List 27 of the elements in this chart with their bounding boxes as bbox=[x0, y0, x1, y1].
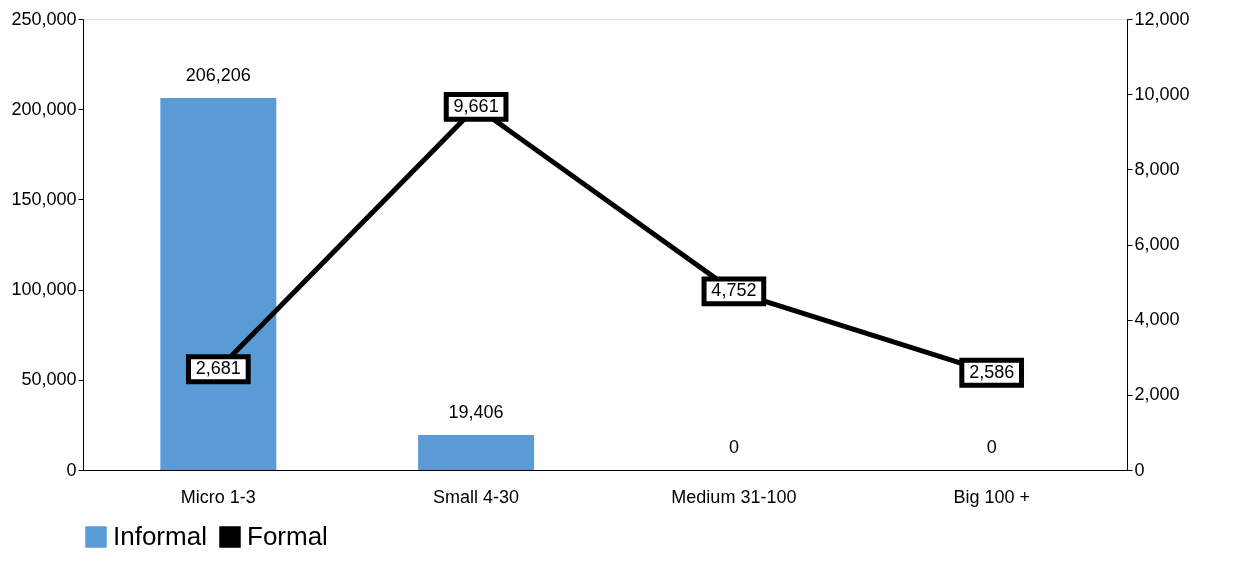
x-tick-label: Small 4-30 bbox=[433, 486, 520, 507]
y-tick-label: 100,000 bbox=[11, 279, 77, 300]
data-label: 206,206 bbox=[185, 65, 251, 85]
data-label: 2,681 bbox=[195, 358, 241, 379]
y2-tick-label: 8,000 bbox=[1134, 158, 1180, 179]
x-tick-label: Micro 1-3 bbox=[180, 486, 256, 507]
data-label: 19,406 bbox=[448, 401, 504, 422]
data-label: 0 bbox=[986, 437, 997, 457]
y2-tick-label: 2,000 bbox=[1134, 384, 1180, 405]
y2-tick-label: 10,000 bbox=[1134, 83, 1190, 104]
y2-tick-label: 4,000 bbox=[1134, 309, 1180, 330]
data-label: 2,586 bbox=[969, 361, 1015, 382]
x-tick-label: Big 100 + bbox=[953, 486, 1030, 507]
y-tick-label: 0 bbox=[66, 459, 77, 480]
y2-tick-label: 0 bbox=[1134, 459, 1145, 480]
data-label: 0 bbox=[728, 437, 739, 457]
data-label: 4,752 bbox=[711, 280, 757, 301]
legend-label: Informal bbox=[113, 521, 207, 551]
data-label: 9,661 bbox=[453, 95, 499, 116]
y-tick-label: 200,000 bbox=[11, 98, 77, 119]
y-tick-label: 150,000 bbox=[11, 188, 77, 209]
y-tick-label: 50,000 bbox=[21, 369, 77, 390]
x-tick-label: Medium 31-100 bbox=[671, 486, 797, 507]
y2-tick-label: 12,000 bbox=[1134, 8, 1190, 29]
y2-tick-label: 6,000 bbox=[1134, 234, 1180, 254]
legend-label: Formal bbox=[247, 521, 328, 551]
y-tick-label: 250,000 bbox=[11, 8, 77, 29]
